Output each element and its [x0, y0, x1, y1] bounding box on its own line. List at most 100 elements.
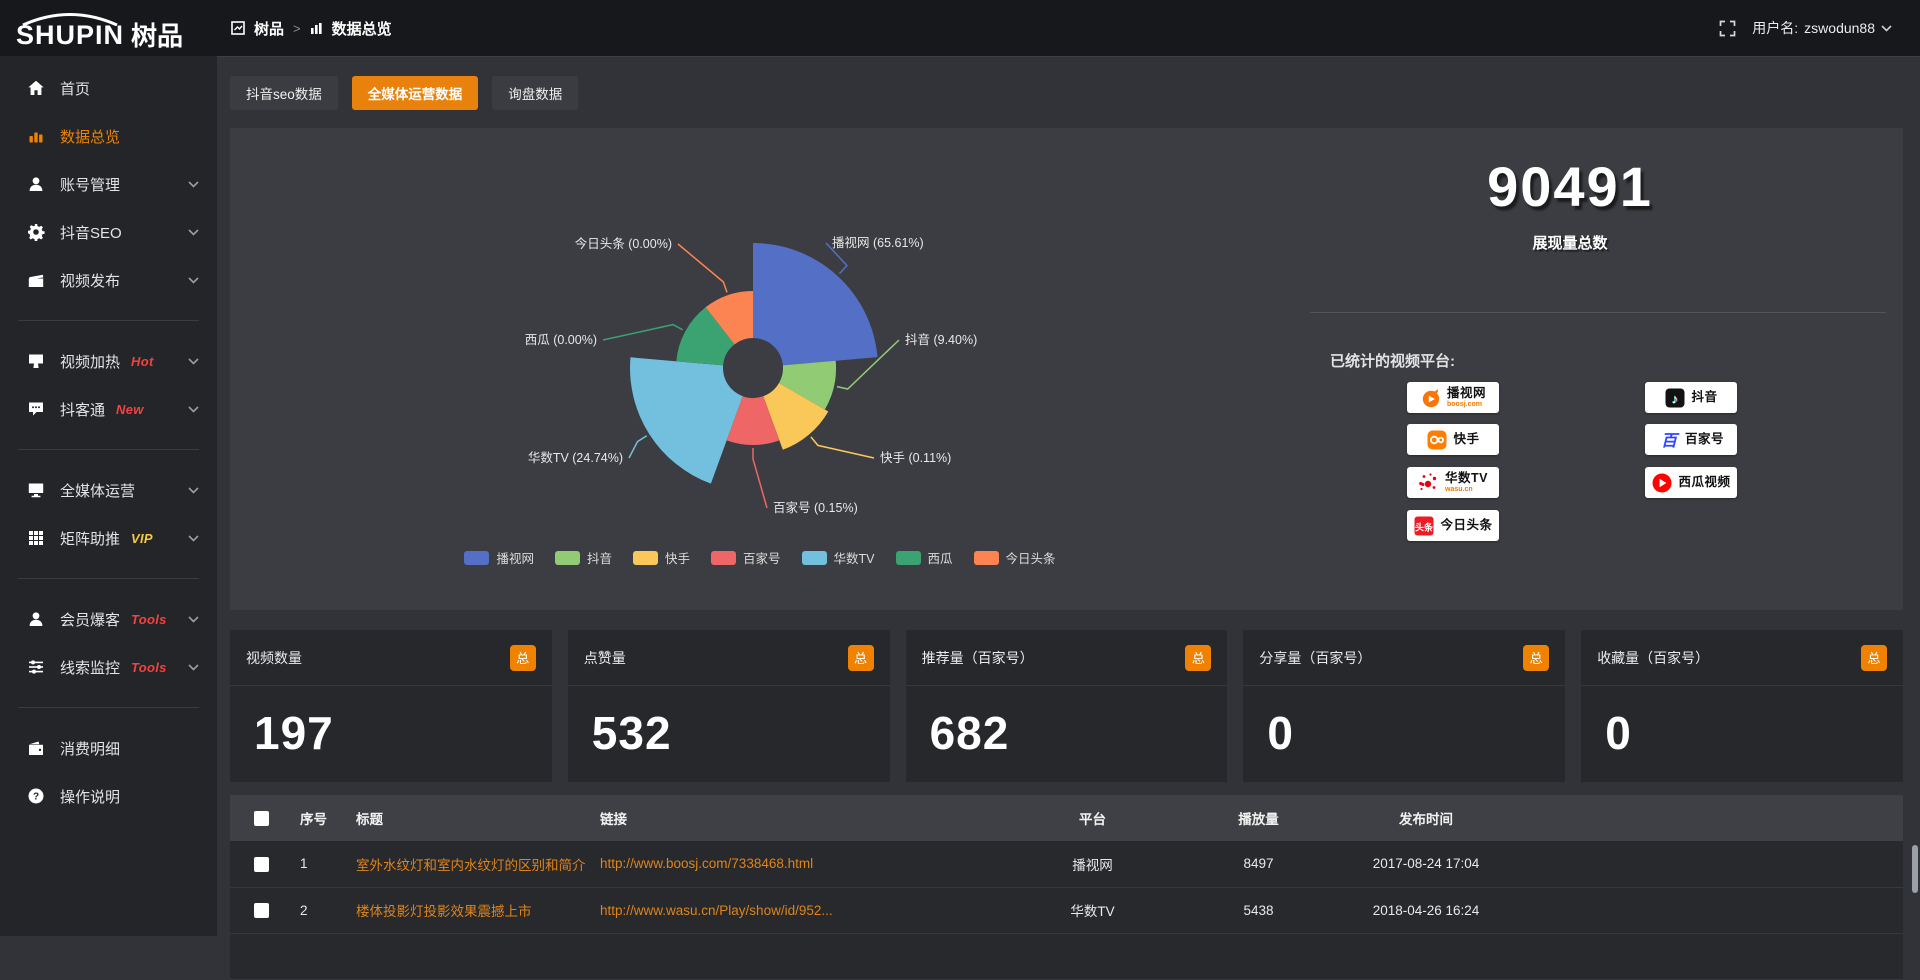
legend-item-百家号[interactable]: 百家号 — [711, 548, 781, 567]
platform-badge-name: 今日头条 — [1440, 518, 1493, 533]
sidebar-item-13[interactable]: 线索监控 Tools — [0, 643, 217, 691]
tab-0[interactable]: 抖音seo数据 — [230, 76, 338, 110]
sidebar-divider — [18, 707, 199, 708]
chevron-down-icon — [188, 228, 199, 236]
sidebar-item-6[interactable]: 视频加热 Hot — [0, 337, 217, 385]
cell-plays: 5438 — [1243, 902, 1274, 918]
cell-plays — [1175, 933, 1342, 979]
platform-badge-name: 百家号 — [1684, 432, 1724, 447]
total-badge: 总 — [1185, 644, 1212, 671]
cell-link[interactable] — [592, 933, 1010, 979]
sidebar-item-label: 视频加热 — [60, 353, 121, 371]
platform-badge-百家号: 百 百家号 — [1645, 424, 1737, 455]
sidebar-item-2[interactable]: 账号管理 — [0, 160, 217, 208]
stat-card-header: 推荐量（百家号） 总 — [905, 630, 1228, 686]
sidebar-item-label: 抖音SEO — [60, 224, 122, 242]
breadcrumb-root[interactable]: 树品 — [254, 20, 285, 38]
legend-label: 百家号 — [743, 552, 781, 566]
cell-title[interactable]: 室外水纹灯和室内水纹灯的区别和简介 — [356, 857, 586, 873]
slice-label-快手: 快手 (0.11%) — [880, 451, 951, 465]
legend-item-播视网[interactable]: 播视网 — [464, 548, 534, 567]
rose-slice-今日头条[interactable] — [705, 291, 753, 345]
row-checkbox[interactable] — [253, 856, 269, 872]
total-badge: 总 — [847, 644, 874, 671]
chevron-down-icon — [188, 486, 199, 494]
legend-item-今日头条[interactable]: 今日头条 — [973, 548, 1056, 567]
chevron-down-icon — [188, 405, 199, 413]
cell-link[interactable]: http://www.boosj.com/7338468.html — [600, 856, 814, 872]
rose-slice-快手[interactable] — [763, 383, 829, 450]
sidebar-item-4[interactable]: 视频发布 — [0, 256, 217, 304]
sidebar-item-9[interactable]: 全媒体运营 — [0, 466, 217, 514]
cell-link[interactable]: http://www.wasu.cn/Play/show/id/952... — [600, 902, 833, 918]
sidebar-item-7[interactable]: 抖客通 New — [0, 385, 217, 433]
cell-time: 2017-08-24 17:04 — [1372, 856, 1480, 872]
legend-item-抖音[interactable]: 抖音 — [554, 548, 612, 567]
tab-2[interactable]: 询盘数据 — [492, 76, 579, 110]
platform-badge-今日头条: 头条 今日头条 — [1407, 510, 1499, 541]
kuaishou-icon — [1426, 429, 1448, 451]
row-checkbox[interactable] — [253, 902, 269, 918]
sidebar-item-12[interactable]: 会员爆客 Tools — [0, 595, 217, 643]
logo-text-en: SHUPIN — [16, 19, 125, 50]
rose-slice-西瓜[interactable] — [676, 307, 735, 366]
platforms-label: 已统计的视频平台: — [1330, 353, 1455, 370]
label-line-快手 — [810, 436, 875, 459]
baijia-icon: 百 — [1658, 429, 1680, 451]
clapper-icon — [26, 270, 46, 290]
topbar-right: 用户名: zswodun88 — [1719, 18, 1920, 38]
total-badge: 总 — [1860, 644, 1887, 671]
col-plays: 播放量 — [1238, 812, 1279, 827]
stat-card-title: 收藏量（百家号） — [1597, 649, 1710, 666]
chevron-down-icon — [188, 357, 199, 365]
sidebar-item-0[interactable]: 首页 — [0, 64, 217, 112]
topbar: SHUPIN 树品 树品 > 数据总览 用户名: zswodun88 — [0, 0, 1920, 56]
user-menu[interactable]: 用户名: zswodun88 — [1752, 18, 1892, 38]
cell-no: 2 — [300, 902, 308, 918]
sidebar-item-16[interactable]: ? 操作说明 — [0, 772, 217, 820]
sliders-icon — [26, 657, 46, 677]
sidebar-item-label: 首页 — [60, 80, 91, 98]
cell-title[interactable] — [348, 933, 592, 979]
heat-icon — [26, 351, 46, 371]
boosj-icon — [1420, 387, 1442, 409]
sidebar-item-10[interactable]: 矩阵助推 VIP — [0, 514, 217, 562]
monitor-icon — [26, 480, 46, 500]
select-all-checkbox[interactable] — [253, 810, 269, 826]
sidebar-item-1[interactable]: 数据总览 — [0, 112, 217, 160]
sidebar-item-label: 全媒体运营 — [60, 482, 136, 500]
cell-time — [1342, 933, 1510, 979]
stat-card-title: 点赞量 — [583, 649, 626, 666]
chevron-down-icon — [188, 276, 199, 284]
overview-panel: 播视网 (65.61%) 抖音 (9.40%) 快手 (0.11%) 百家号 (0.1… — [230, 128, 1903, 610]
tab-1[interactable]: 全媒体运营数据 — [351, 76, 479, 110]
sidebar-item-15[interactable]: 消费明细 — [0, 724, 217, 772]
label-line-华数TV — [628, 435, 648, 459]
sidebar-divider — [18, 449, 199, 450]
label-line-抖音 — [836, 339, 900, 390]
legend-item-华数TV[interactable]: 华数TV — [801, 548, 875, 567]
rose-slice-播视网[interactable] — [753, 243, 878, 366]
stat-card-title: 分享量（百家号） — [1259, 649, 1372, 666]
rose-slice-抖音[interactable] — [779, 360, 837, 410]
rose-slice-百家号[interactable] — [726, 396, 780, 446]
svg-text:♪: ♪ — [1672, 391, 1679, 406]
toutiao-icon: 头条 — [1413, 515, 1435, 537]
chevron-down-icon — [188, 180, 199, 188]
sidebar-item-label: 数据总览 — [60, 128, 121, 146]
platform-badge-name: 抖音 — [1691, 390, 1718, 405]
sidebar-item-3[interactable]: 抖音SEO — [0, 208, 217, 256]
stat-card-value: 0 — [1605, 707, 1632, 759]
legend-swatch — [895, 550, 921, 565]
fullscreen-icon[interactable] — [1719, 20, 1736, 37]
scrollbar-thumb[interactable] — [1912, 845, 1918, 893]
rose-slice-华数TV[interactable] — [630, 357, 743, 484]
cell-title[interactable]: 楼体投影灯投影效果震撼上市 — [356, 904, 532, 919]
legend-item-快手[interactable]: 快手 — [632, 548, 690, 567]
legend-item-西瓜[interactable]: 西瓜 — [895, 548, 953, 567]
legend-label: 今日头条 — [1005, 552, 1056, 566]
label-line-播视网 — [825, 242, 848, 275]
col-title: 标题 — [356, 812, 383, 827]
cell-platform — [1010, 933, 1175, 979]
platform-badge-subtext: wasu.cn — [1445, 486, 1473, 494]
